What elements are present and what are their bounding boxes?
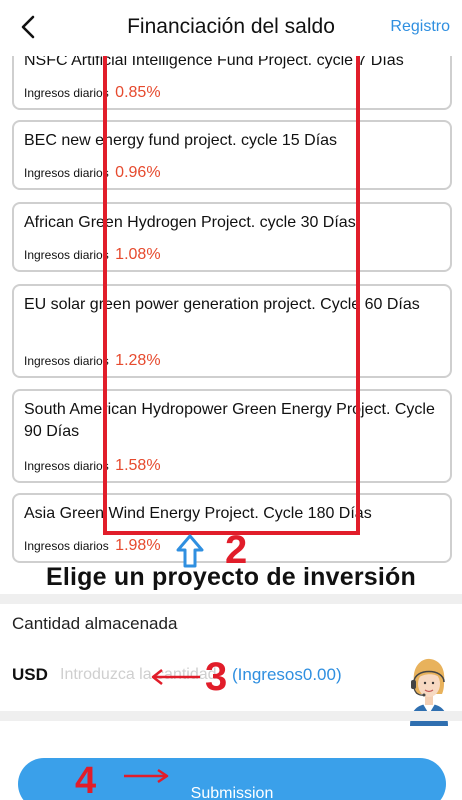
project-name: South American Hydropower Green Energy P…	[24, 401, 435, 440]
rate-value: 1.28%	[115, 352, 161, 369]
project-card-30-days[interactable]: African Green Hydrogen Project. cycle 30…	[12, 202, 452, 272]
rate-value: 0.96%	[115, 164, 161, 181]
amount-input[interactable]	[60, 662, 240, 688]
submit-button[interactable]: Submission	[18, 758, 446, 800]
step-4-marker: 4	[75, 760, 97, 800]
stored-amount-label: Cantidad almacenada	[12, 614, 178, 633]
project-rate: Ingresos diarios 0.96%	[24, 164, 161, 182]
project-name: EU solar green power generation project.…	[24, 296, 420, 313]
project-rate: Ingresos diarios 0.85%	[24, 84, 161, 102]
rate-value: 1.08%	[115, 246, 161, 263]
chevron-left-icon	[21, 15, 35, 39]
app-header: Financiación del saldo Registro	[0, 0, 462, 56]
right-arrow-icon	[124, 768, 169, 784]
left-arrow-icon	[151, 669, 200, 685]
back-button[interactable]	[14, 12, 44, 42]
rate-label: Ingresos diarios	[24, 459, 109, 473]
section-divider	[0, 711, 462, 721]
rate-label: Ingresos diarios	[24, 86, 109, 100]
project-name: BEC new energy fund project. cycle 15 Dí…	[24, 132, 338, 149]
project-list: NSFC Artificial Intelligence Fund Projec…	[12, 28, 452, 563]
page-title: Financiación del saldo	[127, 15, 335, 38]
project-card-15-days[interactable]: BEC new energy fund project. cycle 15 Dí…	[12, 120, 452, 190]
instruction-caption: Elige un proyecto de inversión	[46, 563, 416, 591]
project-name: African Green Hydrogen Project. cycle 30…	[24, 214, 356, 231]
project-rate: Ingresos diarios 1.28%	[24, 352, 161, 370]
rate-value: 1.98%	[115, 537, 161, 554]
project-rate: Ingresos diarios 1.08%	[24, 246, 161, 264]
income-preview: (Ingresos0.00)	[232, 665, 342, 684]
project-rate: Ingresos diarios 1.58%	[24, 457, 161, 475]
rate-label: Ingresos diarios	[24, 354, 109, 368]
rate-value: 1.58%	[115, 457, 161, 474]
project-card-90-days[interactable]: South American Hydropower Green Energy P…	[12, 389, 452, 483]
rate-label: Ingresos diarios	[24, 539, 109, 553]
step-3-marker: 3	[205, 655, 228, 699]
registro-link[interactable]: Registro	[390, 18, 450, 35]
rate-value: 0.85%	[115, 84, 161, 101]
currency-label: USD	[12, 665, 48, 684]
project-rate: Ingresos diarios 1.98%	[24, 537, 161, 555]
step-2-marker: 2	[225, 528, 248, 572]
rate-label: Ingresos diarios	[24, 248, 109, 262]
section-divider	[0, 594, 462, 604]
project-name: Asia Green Wind Energy Project. Cycle 18…	[24, 505, 372, 522]
up-arrow-icon	[176, 534, 204, 568]
project-card-180-days[interactable]: Asia Green Wind Energy Project. Cycle 18…	[12, 493, 452, 563]
project-card-60-days[interactable]: EU solar green power generation project.…	[12, 284, 452, 378]
rate-label: Ingresos diarios	[24, 166, 109, 180]
project-name: NSFC Artificial Intelligence Fund Projec…	[24, 52, 404, 69]
